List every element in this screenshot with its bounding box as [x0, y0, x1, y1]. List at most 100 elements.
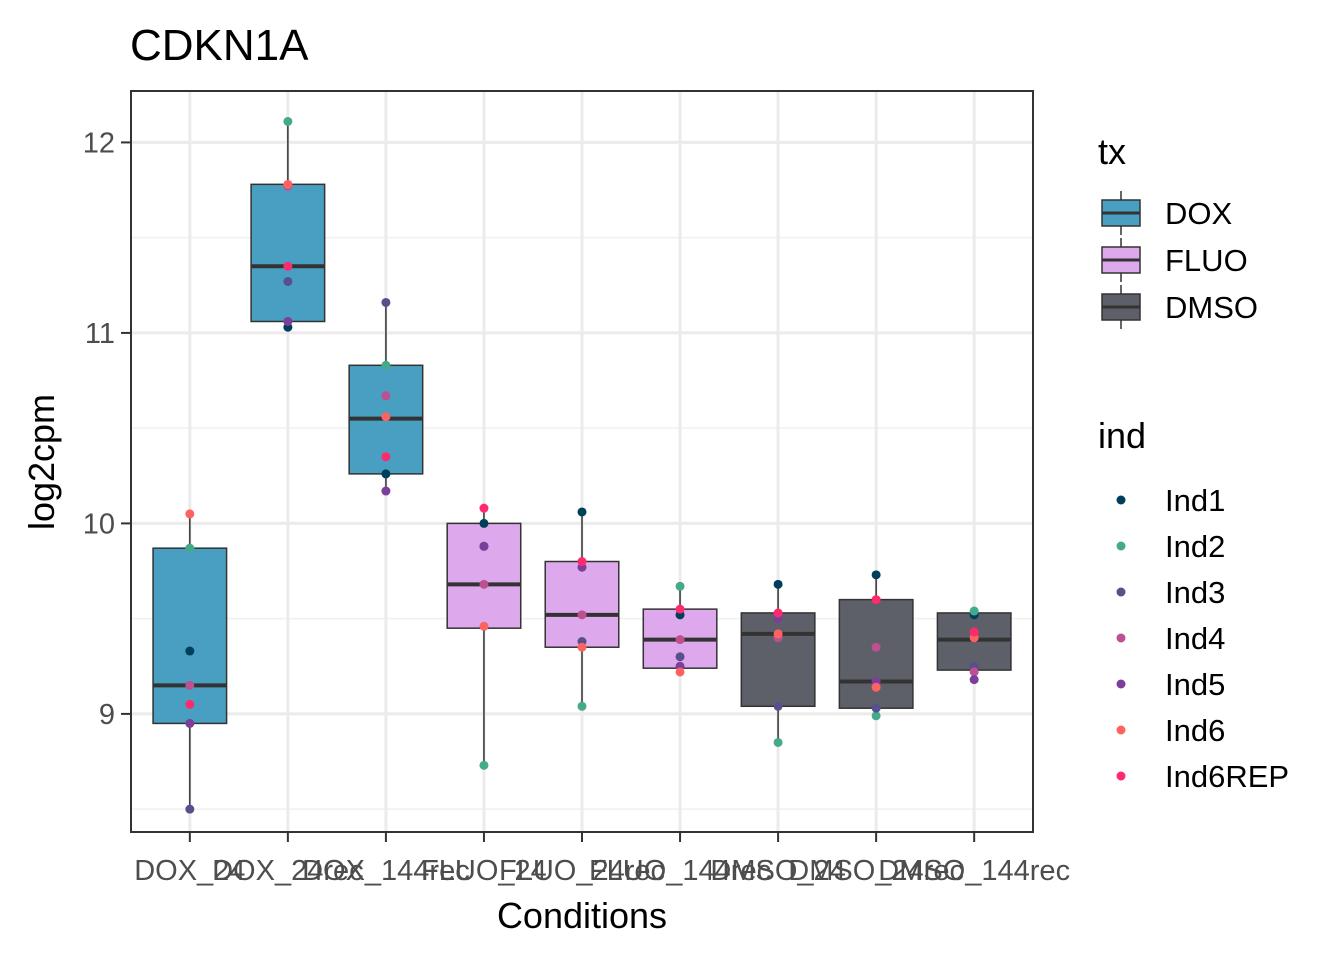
x-tick-label: DOX_24: [134, 855, 245, 887]
point-Ind2: [675, 581, 685, 591]
tx-legend-item: FLUO: [1101, 238, 1248, 282]
point-Ind4: [675, 635, 685, 645]
y-axis: 9 10 11 12: [83, 127, 131, 731]
point-Ind4: [871, 642, 881, 652]
point-Ind3: [675, 652, 685, 662]
x-tick-label: FLUO_24rec: [499, 855, 665, 887]
point-Ind6REP: [479, 503, 489, 513]
ind-legend-label: Ind1: [1165, 483, 1225, 518]
box-iqr: [544, 560, 620, 648]
legend-key-point: [1116, 771, 1126, 781]
legend-key-point: [1116, 495, 1126, 505]
y-axis-label: log2cpm: [21, 394, 62, 530]
x-tick-label: DMSO_24: [710, 855, 845, 887]
y-tick-label: 12: [83, 127, 115, 159]
point-Ind3: [283, 276, 293, 286]
x-axis-label: Conditions: [497, 895, 667, 936]
tx-legend-title: tx: [1098, 131, 1126, 172]
x-tick-label: FLUO_24: [421, 855, 547, 887]
ind-legend-item: Ind5: [1116, 667, 1225, 702]
ind-legend-item: Ind3: [1116, 575, 1225, 610]
point-Ind5: [283, 316, 293, 326]
x-tick-label: DOX_144rec: [302, 855, 470, 887]
ind-legend-label: Ind5: [1165, 667, 1225, 702]
ind-legend-label: Ind2: [1165, 529, 1225, 564]
ind-legend-item: Ind2: [1116, 529, 1225, 564]
ind-legend-label: Ind4: [1165, 621, 1225, 656]
x-axis: DOX_24DOX_24recDOX_144recFLUO_24FLUO_24r…: [134, 832, 1070, 887]
point-Ind4: [381, 391, 391, 401]
point-Ind6REP: [577, 557, 587, 567]
point-Ind1: [381, 469, 391, 479]
point-Ind2: [185, 543, 195, 553]
point-Ind6: [381, 412, 391, 422]
point-Ind6: [185, 509, 195, 519]
ind-legend-label: Ind3: [1165, 575, 1225, 610]
point-Ind3: [381, 297, 391, 307]
point-Ind5: [969, 675, 979, 685]
box-iqr: [152, 547, 228, 725]
points-layer: [185, 116, 979, 814]
point-Ind1: [479, 518, 489, 528]
point-Ind6REP: [185, 699, 195, 709]
box-iqr: [446, 522, 522, 629]
point-Ind4: [969, 667, 979, 677]
point-Ind6: [577, 642, 587, 652]
point-Ind6: [773, 629, 783, 639]
point-Ind1: [871, 570, 881, 580]
point-Ind2: [479, 760, 489, 770]
tx-legend: tx DOX FLUO DMSO: [1098, 131, 1258, 329]
legend-key-point: [1116, 541, 1126, 551]
box-iqr: [838, 598, 914, 709]
tx-legend-item: DMSO: [1101, 285, 1258, 329]
x-tick-label: DMSO_144rec: [878, 855, 1070, 887]
point-Ind4: [185, 680, 195, 690]
x-tick-label: DOX_24rec: [212, 855, 364, 887]
ind-legend-item: Ind6REP: [1116, 759, 1289, 794]
point-Ind6REP: [283, 261, 293, 271]
ind-legend-label: Ind6: [1165, 713, 1225, 748]
point-Ind6: [675, 667, 685, 677]
ind-legend-item: Ind4: [1116, 621, 1225, 656]
point-Ind5: [479, 541, 489, 551]
legend-key-point: [1116, 633, 1126, 643]
point-Ind3: [185, 804, 195, 814]
box-FLUO_24: [446, 508, 522, 766]
point-Ind6REP: [381, 452, 391, 462]
legend-key-point: [1116, 725, 1126, 735]
point-Ind2: [871, 711, 881, 721]
point-Ind2: [969, 606, 979, 616]
x-tick-label: DMSO_24rec: [788, 855, 964, 887]
y-tick-label: 9: [99, 699, 115, 731]
ind-legend: ind Ind1 Ind2 Ind3 Ind4 Ind5 Ind6 Ind6REP: [1098, 415, 1289, 794]
tx-legend-label: FLUO: [1165, 243, 1248, 278]
point-Ind2: [577, 701, 587, 711]
tx-legend-item: DOX: [1101, 191, 1233, 235]
point-Ind3: [773, 701, 783, 711]
point-Ind1: [773, 579, 783, 589]
ind-legend-item: Ind6: [1116, 713, 1225, 748]
tx-legend-label: DMSO: [1165, 290, 1258, 325]
legend-key-point: [1116, 587, 1126, 597]
box-iqr: [740, 612, 816, 708]
point-Ind5: [381, 486, 391, 496]
chart-title: CDKN1A: [130, 21, 309, 70]
ind-legend-item: Ind1: [1116, 483, 1225, 518]
point-Ind2: [773, 737, 783, 747]
point-Ind2: [381, 360, 391, 370]
point-Ind6: [283, 179, 293, 189]
point-Ind1: [577, 507, 587, 517]
x-tick-label: FLUO_144rec: [589, 855, 771, 887]
ind-legend-title: ind: [1098, 415, 1146, 456]
ind-legend-label: Ind6REP: [1165, 759, 1289, 794]
point-Ind6REP: [773, 608, 783, 618]
y-tick-label: 11: [85, 318, 115, 350]
point-Ind3: [871, 703, 881, 713]
point-Ind6: [871, 682, 881, 692]
point-Ind5: [185, 718, 195, 728]
point-Ind1: [185, 646, 195, 656]
point-Ind6: [479, 621, 489, 631]
legend-key-point: [1116, 679, 1126, 689]
point-Ind4: [577, 610, 587, 620]
